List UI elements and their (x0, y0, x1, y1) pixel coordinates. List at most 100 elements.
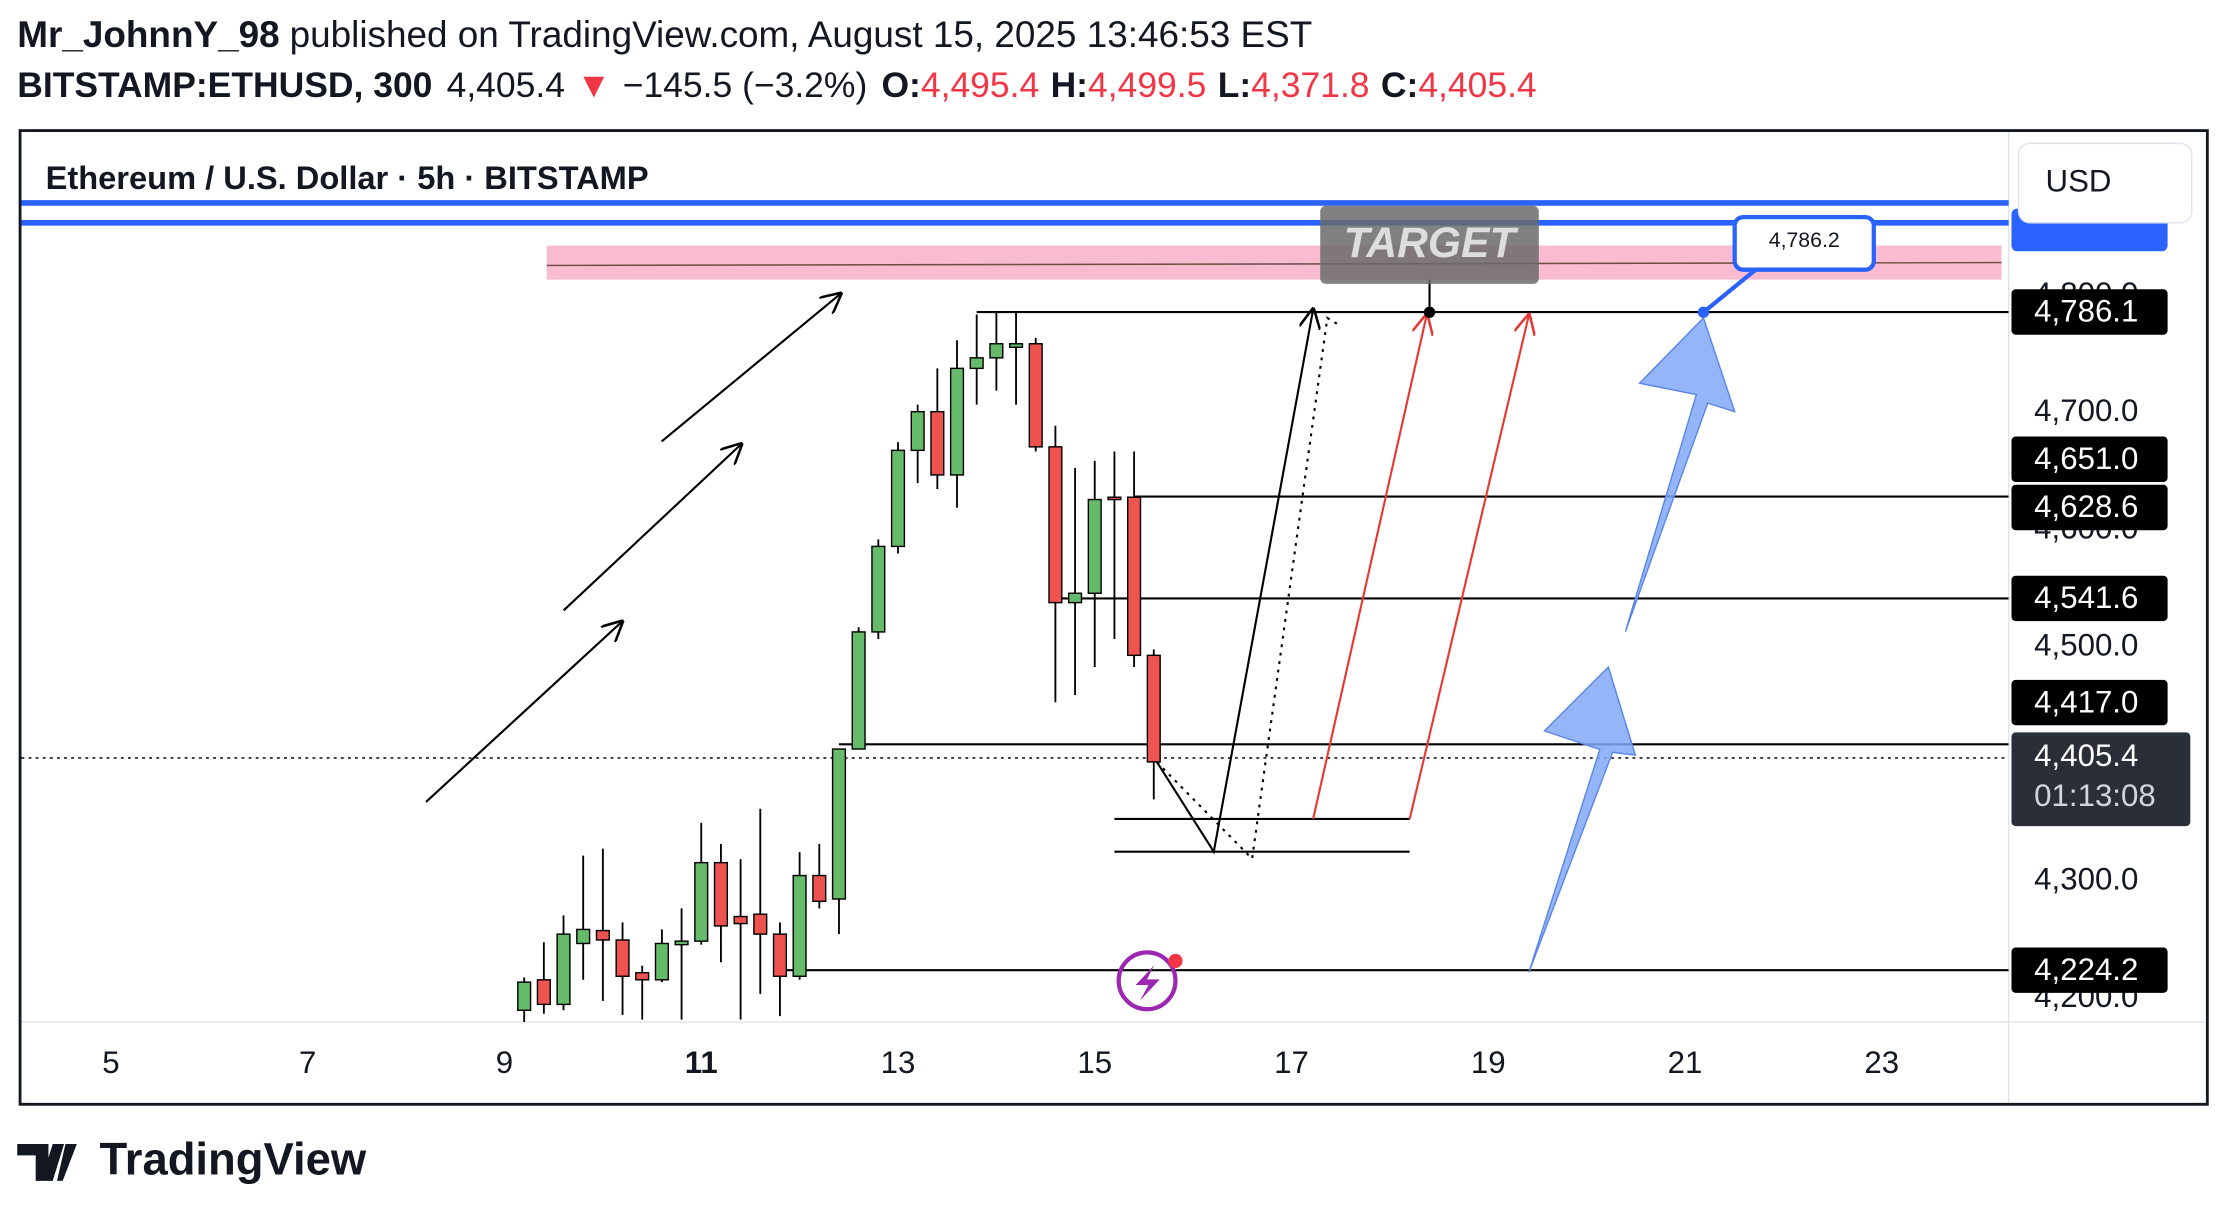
price-badge (2011, 289, 2168, 335)
candle-body (615, 939, 630, 977)
candle-body (733, 915, 748, 925)
blue-arrow (1528, 665, 1637, 973)
candle-body (674, 940, 689, 946)
header-line: Mr_JohnnY_98 published on TradingView.com… (17, 14, 1312, 55)
h-label: H: (1051, 65, 1088, 105)
candle-body (1126, 496, 1142, 657)
red-arrow (1312, 315, 1427, 820)
trend-arrow (660, 294, 841, 443)
candle-body (930, 410, 945, 476)
y-tick-label: 4,300.0 (2034, 862, 2138, 897)
x-tick-label: 11 (685, 1045, 718, 1080)
candle-body (556, 933, 571, 1006)
candle-body (871, 545, 886, 633)
x-tick-label: 5 (102, 1045, 119, 1080)
candle-body (1008, 343, 1024, 348)
icon-bolt (1135, 965, 1160, 1001)
price-badge (2011, 679, 2168, 726)
candle-body (851, 631, 866, 750)
candle-body (753, 913, 768, 935)
x-tick-label: 21 (1668, 1045, 1703, 1080)
candle-body (517, 981, 532, 1011)
price-badge-label: 4,541.6 (2034, 580, 2138, 615)
countdown: 01:13:08 (2034, 778, 2156, 813)
l-label: L: (1218, 65, 1251, 105)
x-tick-label: 7 (299, 1045, 316, 1080)
trend-arrow (562, 444, 741, 612)
quote-line: BITSTAMP:ETHUSD, 300 4,405.4 ▼ −145.5 (−3.2… (17, 65, 1536, 105)
arrow: ▼ (576, 65, 611, 105)
candle-body (772, 933, 788, 977)
candle-body (713, 861, 729, 927)
l: 4,371.8 (1251, 65, 1369, 105)
candle-body (792, 874, 807, 977)
logo (17, 1144, 77, 1181)
drawings: 4,786.2 TARGET (425, 205, 1876, 1012)
x-tick-label: 15 (1077, 1045, 1112, 1080)
candle-body (890, 449, 906, 548)
currency-button[interactable] (2017, 142, 2193, 224)
candle-body (576, 928, 591, 945)
candle-body (1067, 592, 1083, 604)
current-badge-label: 4,405.4 (2034, 738, 2138, 773)
h: 4,499.5 (1088, 65, 1206, 105)
candle-body (910, 410, 925, 452)
trend-arrow (425, 622, 622, 803)
price-badge (2011, 484, 2168, 531)
candle-body (969, 357, 984, 370)
price-badge (2011, 575, 2168, 622)
candle-body (949, 367, 965, 476)
callout-text: 4,786.2 (1769, 228, 1840, 252)
candle-body (1087, 498, 1102, 594)
current-badge (2011, 732, 2191, 827)
candle-body (1146, 654, 1161, 763)
candle-body (635, 972, 650, 981)
callout-line (1702, 266, 1759, 314)
c: 4,405.4 (1418, 65, 1536, 105)
candle-body (1107, 496, 1122, 501)
candle-body (812, 874, 827, 903)
price-badge-label: 4,786.1 (2034, 294, 2138, 329)
candle-body (536, 979, 551, 1006)
target-dot (1423, 306, 1436, 318)
candle-body (654, 942, 669, 981)
price-badge-label: 4,651.0 (2034, 441, 2138, 476)
c-label: C: (1381, 65, 1418, 105)
candle-body (595, 929, 610, 941)
price-badge (2011, 947, 2168, 993)
published: published on TradingView.com, August 15,… (290, 14, 1313, 55)
y-tick-label: 4,700.0 (2034, 393, 2138, 428)
blue-arrow (1624, 316, 1736, 632)
logo-text: TradingView (100, 1133, 367, 1184)
o: 4,495.4 (921, 65, 1039, 105)
chart-title: Ethereum / U.S. Dollar · 5h · BITSTAMP (46, 159, 649, 196)
x-tick-label: 19 (1471, 1045, 1506, 1080)
price-badge (2011, 436, 2168, 482)
candle-body (831, 748, 847, 900)
callout-dot (1697, 306, 1710, 318)
icon (1116, 950, 1178, 1012)
change: −145.5 (−3.2%) (623, 65, 868, 105)
x-tick-label: 17 (1274, 1045, 1309, 1080)
logo-mark (17, 1144, 77, 1181)
x-tick-label: 9 (496, 1045, 513, 1080)
candle-body (1048, 446, 1063, 604)
callout-box (1732, 215, 1876, 272)
price-badge-label: 4,628.6 (2034, 489, 2138, 524)
y-tick-label: 4,500.0 (2034, 627, 2138, 662)
target-text: TARGET (1344, 219, 1519, 267)
red-arrow (1408, 315, 1529, 820)
path-arrow (1156, 309, 1313, 855)
symbol: BITSTAMP:ETHUSD, 300 (17, 65, 432, 105)
candle-body (1028, 343, 1043, 448)
author: Mr_JohnnY_98 (17, 14, 279, 55)
o-label: O: (881, 65, 920, 105)
x-tick-label: 23 (1864, 1045, 1899, 1080)
candle-body (989, 343, 1004, 359)
icon-dot (1168, 953, 1183, 969)
price-badge-label: 4,417.0 (2034, 684, 2138, 719)
price-badge-label: 4,224.2 (2034, 952, 2138, 987)
last: 4,405.4 (447, 65, 565, 105)
